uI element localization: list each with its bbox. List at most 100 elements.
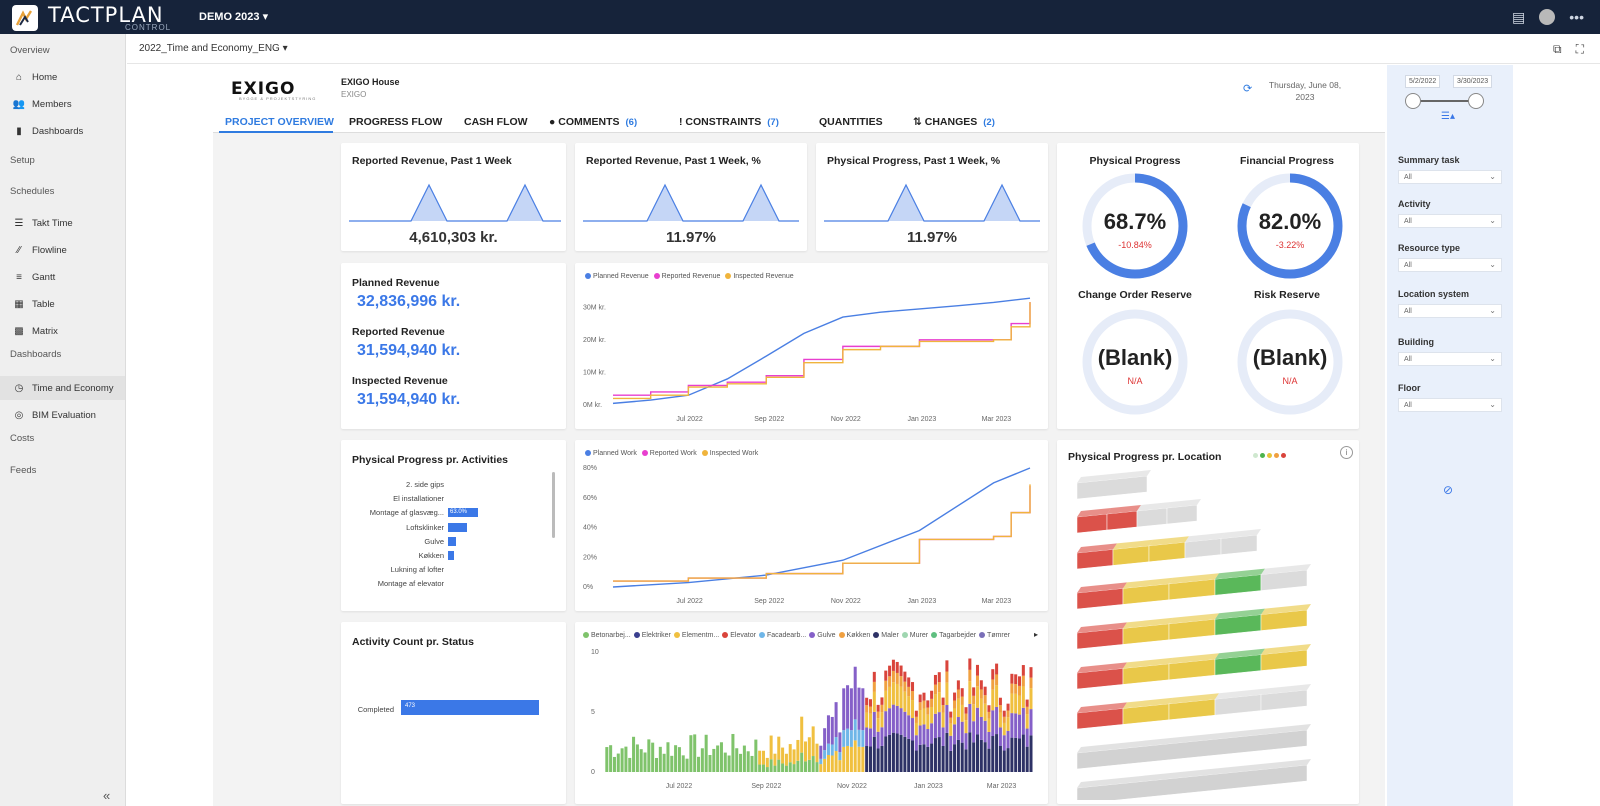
filter-select[interactable]: All ⌄	[1398, 352, 1502, 366]
sidebar-item-time-and-economy[interactable]: ◷ Time and Economy	[0, 376, 125, 400]
kpi-card-reported-revenue[interactable]: Reported Revenue, Past 1 Week 4,610,303 …	[341, 143, 566, 251]
kpi-card-reported-revenue-pct[interactable]: Reported Revenue, Past 1 Week, % 11.97%	[575, 143, 807, 251]
resource-stacked-bar-card[interactable]: Betonarbej... Elektriker Elementm... Elevat…	[575, 622, 1048, 804]
refresh-icon[interactable]: ⟳	[1243, 83, 1253, 95]
change-order-reserve-gauge[interactable]	[1080, 307, 1190, 417]
x-tick-label: Mar 2023	[987, 783, 1017, 790]
floor-zone-top	[1167, 499, 1201, 508]
y-tick-label: 30M kr.	[583, 304, 606, 311]
date-from-input[interactable]: 5/2/2022	[1405, 75, 1441, 88]
reported-revenue-label: Reported Revenue	[352, 326, 445, 338]
sidebar-item-table[interactable]: ▦ Table	[0, 292, 125, 316]
project-selector[interactable]: DEMO 2023 ▾	[199, 11, 269, 23]
sidebar-item-matrix[interactable]: ▩ Matrix	[0, 319, 125, 343]
stacked-bar-segment	[968, 658, 972, 670]
stacked-bar-segment	[937, 712, 941, 738]
active-tab-indicator	[219, 131, 333, 133]
tab-progress-flow[interactable]: PROGRESS FLOW	[349, 116, 443, 128]
sidebar-item-members[interactable]: 👥 Members	[12, 98, 72, 110]
activity-bar[interactable]: 63.0%	[448, 508, 479, 518]
tab-constraints[interactable]: ! CONSTRAINTS (7)	[679, 116, 779, 128]
sidebar-item-bim-evaluation[interactable]: ◎ BIM Evaluation	[0, 403, 125, 427]
filter-select[interactable]: All ⌄	[1398, 170, 1502, 184]
activity-bar[interactable]	[448, 522, 468, 532]
stacked-bar-segment	[922, 744, 926, 772]
work-line-chart-card[interactable]: Planned Work Reported Work Inspected Wor…	[575, 440, 1048, 611]
more-icon[interactable]: •••	[1569, 9, 1584, 25]
series-line-0	[612, 297, 1031, 405]
sidebar-item-home[interactable]: ⌂ Home	[0, 65, 125, 89]
series-line-2	[613, 302, 1031, 400]
legend-next-icon[interactable]: ▸	[1033, 630, 1038, 639]
activity-bar[interactable]	[448, 551, 455, 560]
revenue-line-chart-card[interactable]: Planned Revenue Reported Revenue Inspect…	[575, 263, 1048, 429]
tab-cash-flow[interactable]: CASH FLOW	[464, 116, 528, 128]
activity-bar-label: 2. side gips	[406, 480, 444, 489]
stacked-bar-segment	[807, 759, 811, 772]
files-icon[interactable]: ▤	[1512, 9, 1526, 25]
stacked-bar-segment	[861, 730, 865, 747]
report-selector[interactable]: 2022_Time and Economy_ENG ▾	[139, 43, 288, 54]
floor-zone-top	[1077, 470, 1151, 483]
collapse-sidebar-button[interactable]: «	[103, 788, 111, 803]
stacked-bar-segment	[704, 734, 708, 772]
date-to-input[interactable]: 3/30/2023	[1453, 75, 1493, 88]
floor-zone-top	[1137, 502, 1171, 511]
financial-progress-gauge[interactable]	[1235, 171, 1345, 281]
risk-reserve-gauge[interactable]	[1235, 307, 1345, 417]
stacked-bar-segment	[819, 758, 823, 765]
stacked-bar-segment	[697, 756, 701, 772]
tab-quantities[interactable]: QUANTITIES	[819, 116, 883, 128]
activity-bar[interactable]	[448, 536, 457, 546]
date-slider-track[interactable]	[1413, 100, 1477, 102]
floor-zone-top	[1185, 532, 1225, 543]
filter-select[interactable]: All ⌄	[1398, 214, 1502, 228]
stacked-bar-segment	[899, 665, 903, 677]
filter-settings-icon[interactable]: ☰▴	[1441, 111, 1455, 122]
date-slider-end-handle[interactable]	[1468, 93, 1484, 109]
stacked-bar-segment	[983, 686, 987, 696]
info-icon[interactable]: i	[1340, 446, 1353, 459]
tab-changes[interactable]: ⇅ CHANGES (2)	[913, 116, 995, 128]
gauge-value-risk: (Blank)	[1252, 345, 1328, 370]
fullscreen-icon[interactable]: ⛶	[1575, 42, 1584, 56]
filter-clear-icon[interactable]: ⊘	[1443, 483, 1454, 497]
stacked-bar-segment	[968, 732, 972, 772]
filter-select[interactable]: All ⌄	[1398, 258, 1502, 272]
avatar[interactable]	[1539, 9, 1556, 25]
activities-card[interactable]: Physical Progress pr. Activities 2. side…	[341, 440, 566, 611]
tab-project-overview[interactable]: PROJECT OVERVIEW	[225, 116, 334, 128]
stacked-bar-segment	[930, 706, 934, 724]
stacked-bar-segment	[987, 718, 991, 732]
stacked-bar-segment	[979, 689, 983, 699]
stacked-bar-segment	[884, 680, 888, 691]
completed-bar[interactable]: 473	[401, 700, 539, 715]
physical-progress-gauge[interactable]	[1080, 171, 1190, 281]
sidebar-item-dashboards[interactable]: ▮ Dashboards	[0, 119, 125, 143]
date-slider-start-handle[interactable]	[1405, 93, 1421, 109]
tab-comments[interactable]: ● COMMENTS (6)	[549, 116, 638, 128]
location-card[interactable]: Physical Progress pr. Location i	[1057, 440, 1359, 804]
stacked-bar-segment	[1010, 683, 1014, 694]
kpi-card-physical-progress-pct[interactable]: Physical Progress, Past 1 Week, % 11.97%	[816, 143, 1048, 251]
gauge-value-financial: 82.0%	[1258, 209, 1322, 234]
filter-select[interactable]: All ⌄	[1398, 398, 1502, 412]
scrollbar[interactable]	[552, 472, 555, 538]
open-external-icon[interactable]: ⧉	[1553, 42, 1562, 56]
sidebar-item-takt-time[interactable]: ☰ Takt Time	[0, 211, 125, 235]
stacked-bar-segment	[689, 735, 693, 772]
activity-count-card[interactable]: Activity Count pr. Status Completed 473	[341, 622, 566, 804]
y-tick-label: 20M kr.	[583, 337, 606, 344]
stacked-bar-segment	[1025, 706, 1029, 715]
chevron-down-icon: ⌄	[1489, 260, 1496, 269]
filter-select[interactable]: All ⌄	[1398, 304, 1502, 318]
kpi-title: Physical Progress, Past 1 Week, %	[827, 155, 1001, 167]
stacked-bar-segment	[792, 749, 796, 765]
building-3d-model[interactable]	[1077, 465, 1339, 800]
stacked-bar-segment	[784, 753, 788, 766]
sidebar-item-flowline[interactable]: ∕∕ Flowline	[0, 238, 125, 262]
floor-zone-top	[1149, 536, 1189, 546]
legend-item: Maler	[873, 632, 899, 639]
tactplan-logo-icon[interactable]	[12, 5, 38, 31]
sidebar-item-gantt[interactable]: ≡ Gantt	[0, 265, 125, 289]
